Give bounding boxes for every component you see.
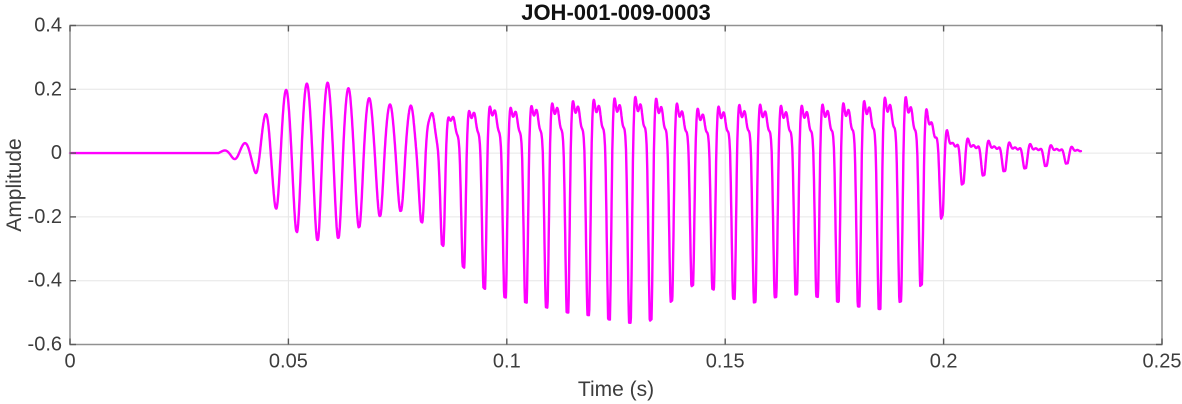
- x-tick-label: 0: [64, 351, 75, 373]
- y-axis-label: Amplitude: [3, 138, 26, 231]
- tick-marks: [69, 24, 1163, 346]
- chart-title: JOH-001-009-0003: [521, 0, 711, 25]
- y-tick-label: 0.2: [34, 78, 62, 100]
- x-tick-labels: 0 0.05 0.1 0.15 0.2 0.25: [64, 351, 1181, 373]
- x-tick-label: 0.25: [1143, 351, 1182, 373]
- y-tick-labels: 0.4 0.2 0 -0.2 -0.4 -0.6: [28, 15, 62, 356]
- gridlines: [70, 25, 1162, 345]
- y-tick-label: -0.6: [28, 334, 62, 356]
- plot-border: [69, 24, 1163, 346]
- y-tick-label: 0.4: [34, 15, 62, 37]
- y-tick-label: 0: [51, 142, 62, 164]
- y-tick-label: -0.4: [28, 270, 62, 292]
- x-tick-label: 0.2: [930, 351, 958, 373]
- x-tick-label: 0.1: [493, 351, 521, 373]
- x-axis-label: Time (s): [578, 378, 654, 401]
- signal-line: [68, 81, 1083, 324]
- y-tick-label: -0.2: [28, 206, 62, 228]
- x-tick-label: 0.05: [269, 351, 308, 373]
- x-tick-label: 0.15: [706, 351, 745, 373]
